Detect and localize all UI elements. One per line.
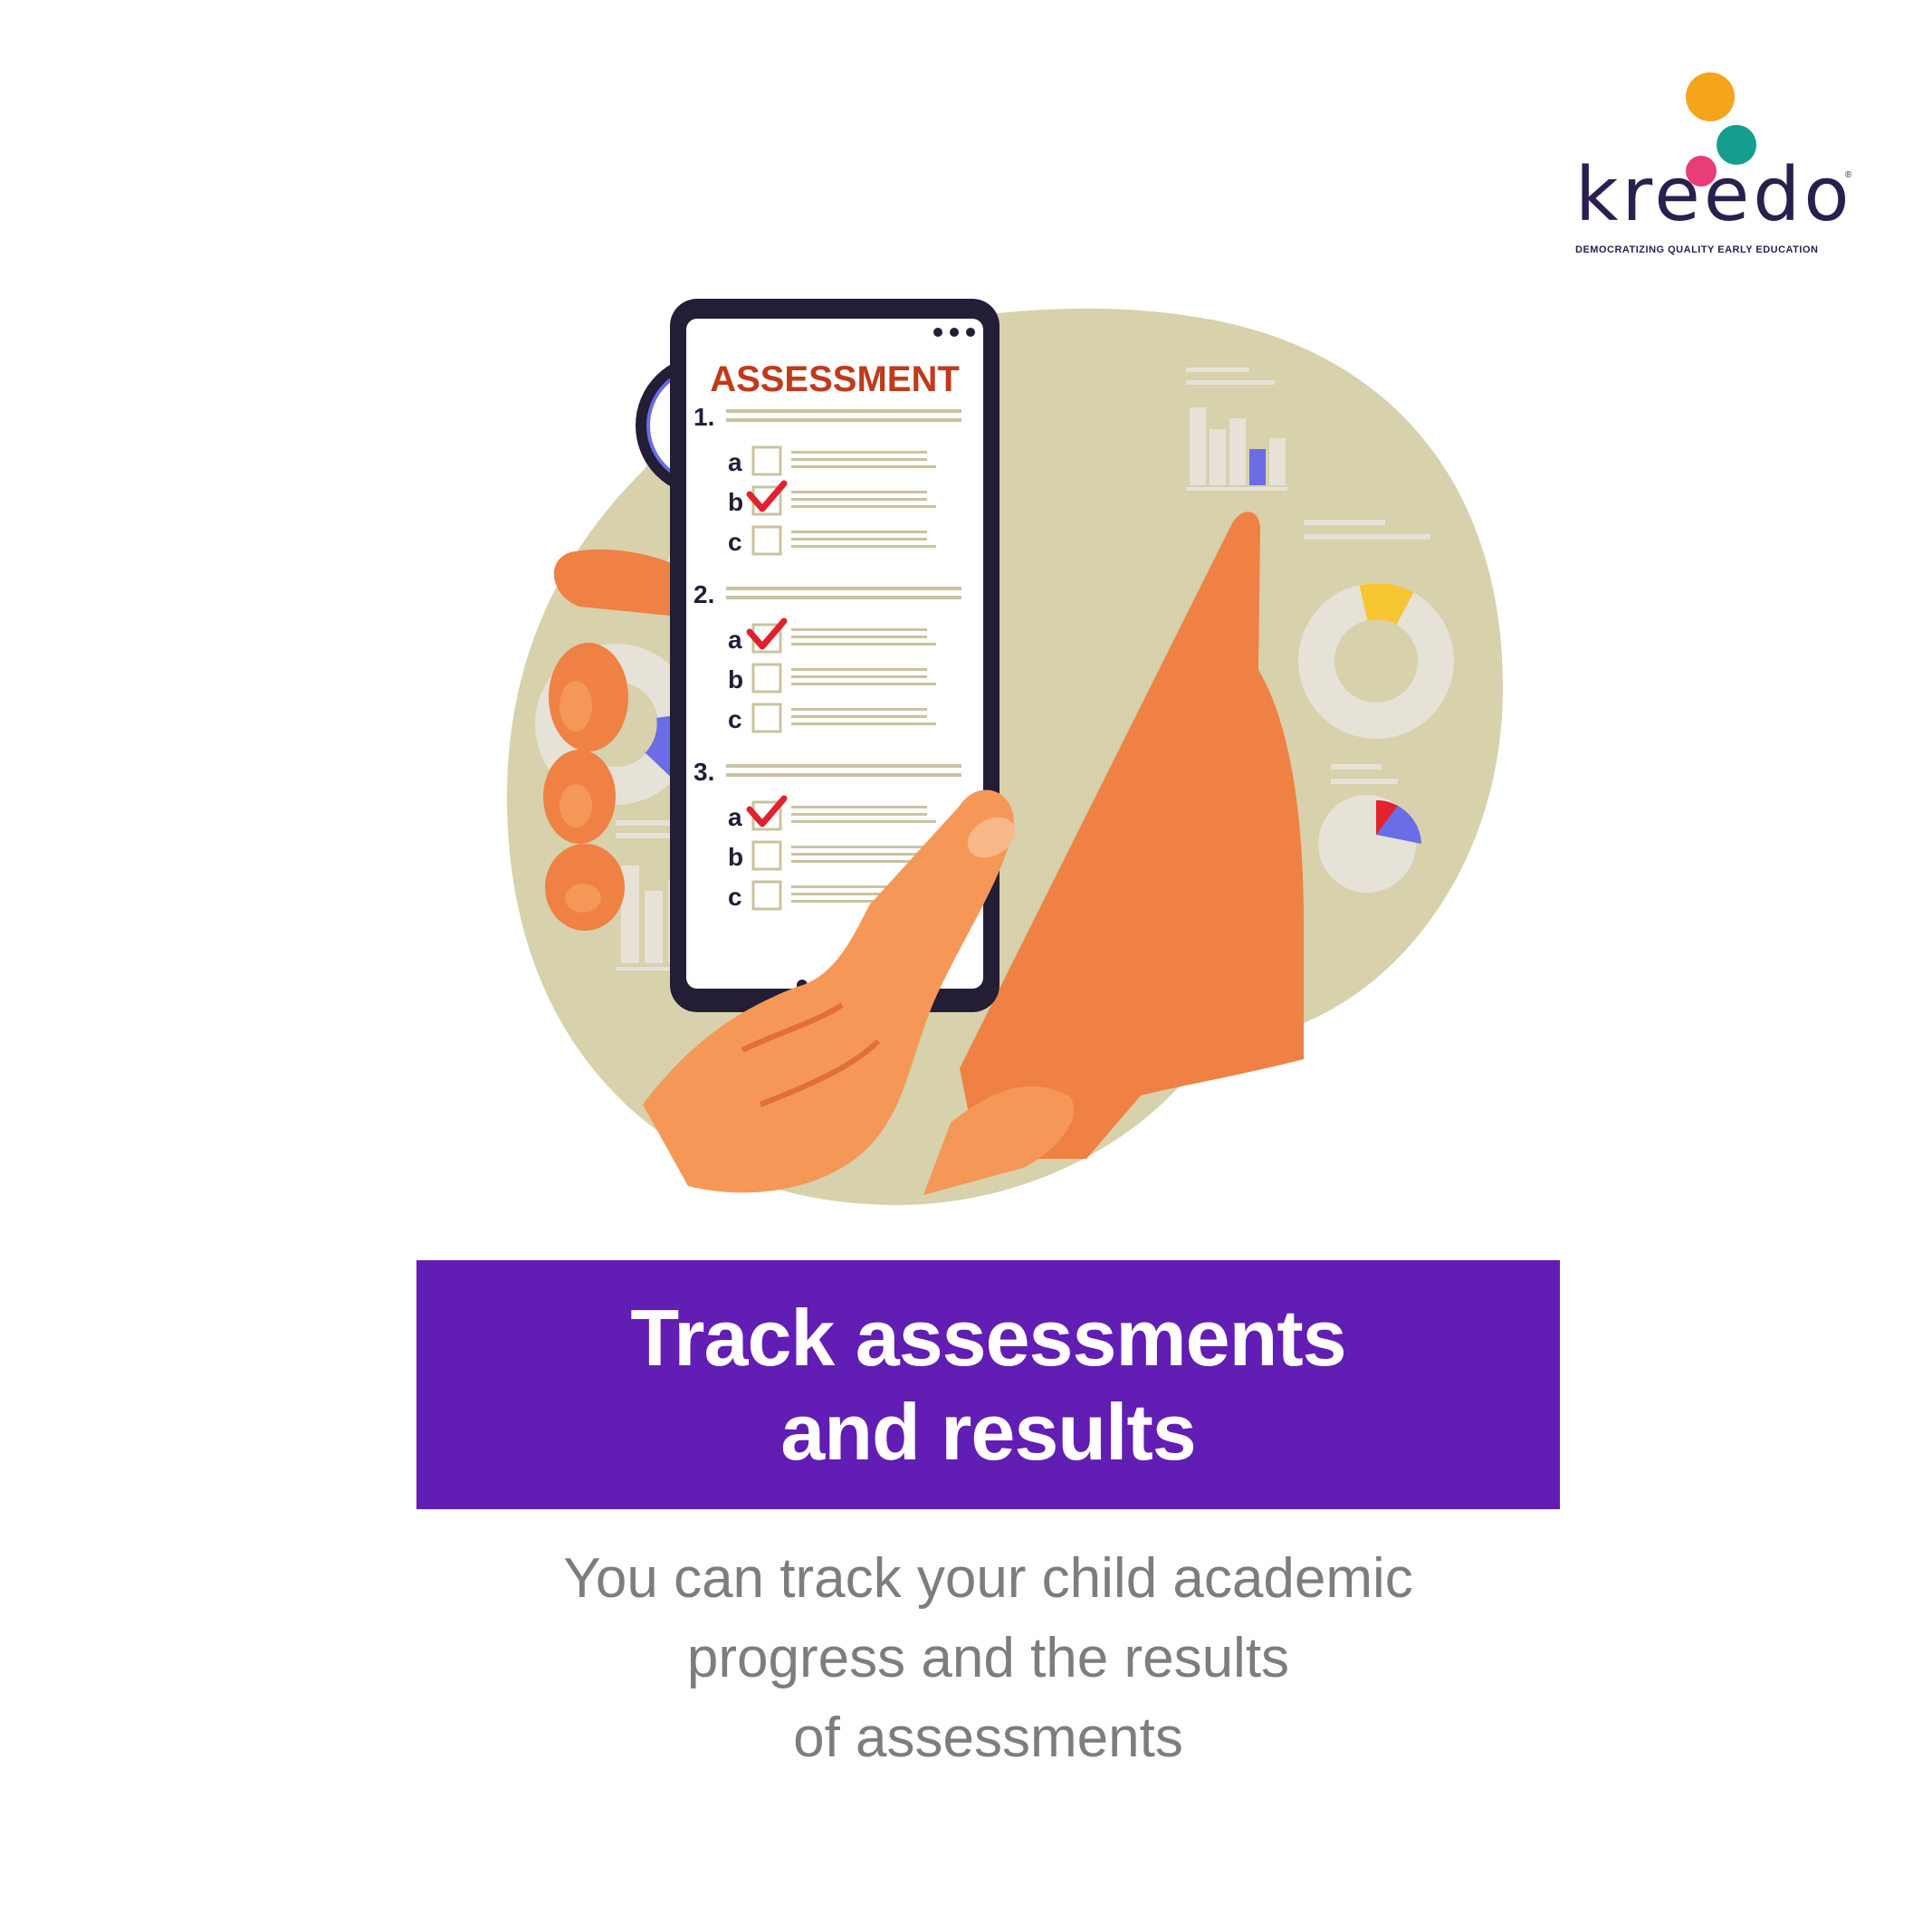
donut-chart-icon	[1298, 520, 1454, 739]
option-line	[791, 491, 927, 493]
option-line	[791, 820, 936, 823]
pie-chart-icon	[1318, 764, 1421, 893]
option-line	[791, 498, 927, 501]
option-line	[791, 545, 936, 548]
hand-icon	[643, 789, 1075, 1195]
option-line	[791, 636, 927, 638]
option-line	[791, 860, 936, 863]
option-line	[791, 900, 936, 903]
description-line-1: You can track your child academic	[563, 1547, 1413, 1610]
option-checkbox	[751, 663, 782, 693]
headline-banner: Track assessments and results	[416, 1260, 1560, 1509]
option-checkbox	[751, 445, 782, 476]
option-checkbox	[751, 525, 782, 556]
option-line	[791, 465, 936, 468]
checkmark-icon	[746, 480, 788, 512]
screen-title: ASSESSMENT	[710, 359, 960, 399]
checkmark-icon	[746, 617, 788, 650]
option-line	[791, 813, 927, 816]
option-line	[791, 715, 927, 718]
question-line	[726, 587, 961, 590]
hand-icon	[543, 512, 1304, 1159]
option-line	[791, 806, 927, 808]
option-line	[791, 668, 927, 671]
bar-chart-icon	[1186, 368, 1287, 491]
option-line	[791, 458, 927, 461]
checkmark-icon	[746, 795, 788, 827]
option-label: c	[728, 705, 742, 733]
option-label: a	[728, 626, 742, 654]
question-number: 2.	[693, 580, 714, 608]
description-line-3: of assessments	[793, 1707, 1183, 1769]
option-line	[791, 643, 936, 646]
logo-tagline: DEMOCRATIZING QUALITY EARLY EDUCATION	[1575, 244, 1819, 255]
option-label: b	[728, 843, 743, 871]
option-line	[791, 683, 936, 685]
option-label: c	[728, 883, 742, 911]
question-line	[726, 418, 961, 422]
option-line	[791, 846, 927, 848]
option-checkbox	[751, 880, 782, 911]
question-line	[726, 764, 961, 768]
kreedo-logo: kreedo ® DEMOCRATIZING QUALITY EARLY EDU…	[1575, 72, 1865, 272]
option-line	[791, 893, 927, 895]
teal-dot-icon	[1717, 125, 1756, 165]
headline-line-2: and results	[780, 1386, 1196, 1477]
option-line	[791, 853, 927, 856]
registered-mark: ®	[1845, 170, 1852, 180]
question-number: 1.	[693, 403, 714, 431]
orange-dot-icon	[1686, 72, 1735, 121]
option-line	[791, 885, 927, 888]
headline-line-1: Track assessments	[630, 1292, 1346, 1382]
option-line	[791, 451, 927, 454]
question-line	[726, 409, 961, 413]
question-line	[726, 596, 961, 599]
option-line	[791, 628, 927, 631]
option-label: a	[728, 448, 742, 476]
question-line	[726, 773, 961, 777]
description-text: You can track your child academic progre…	[416, 1539, 1560, 1778]
option-line	[791, 505, 936, 508]
option-label: b	[728, 665, 743, 693]
logo-wordmark: kreedo	[1575, 152, 1853, 238]
option-label: b	[728, 488, 743, 516]
description-line-2: progress and the results	[686, 1627, 1290, 1689]
option-label: c	[728, 528, 742, 556]
option-line	[791, 538, 927, 540]
option-checkbox	[751, 703, 782, 733]
option-line	[791, 531, 927, 533]
option-checkbox	[751, 840, 782, 871]
option-line	[791, 675, 927, 678]
option-line	[791, 722, 936, 725]
pink-dot-icon	[1686, 156, 1717, 187]
question-number: 3.	[693, 758, 714, 786]
option-line	[791, 708, 927, 711]
option-label: a	[728, 803, 742, 831]
